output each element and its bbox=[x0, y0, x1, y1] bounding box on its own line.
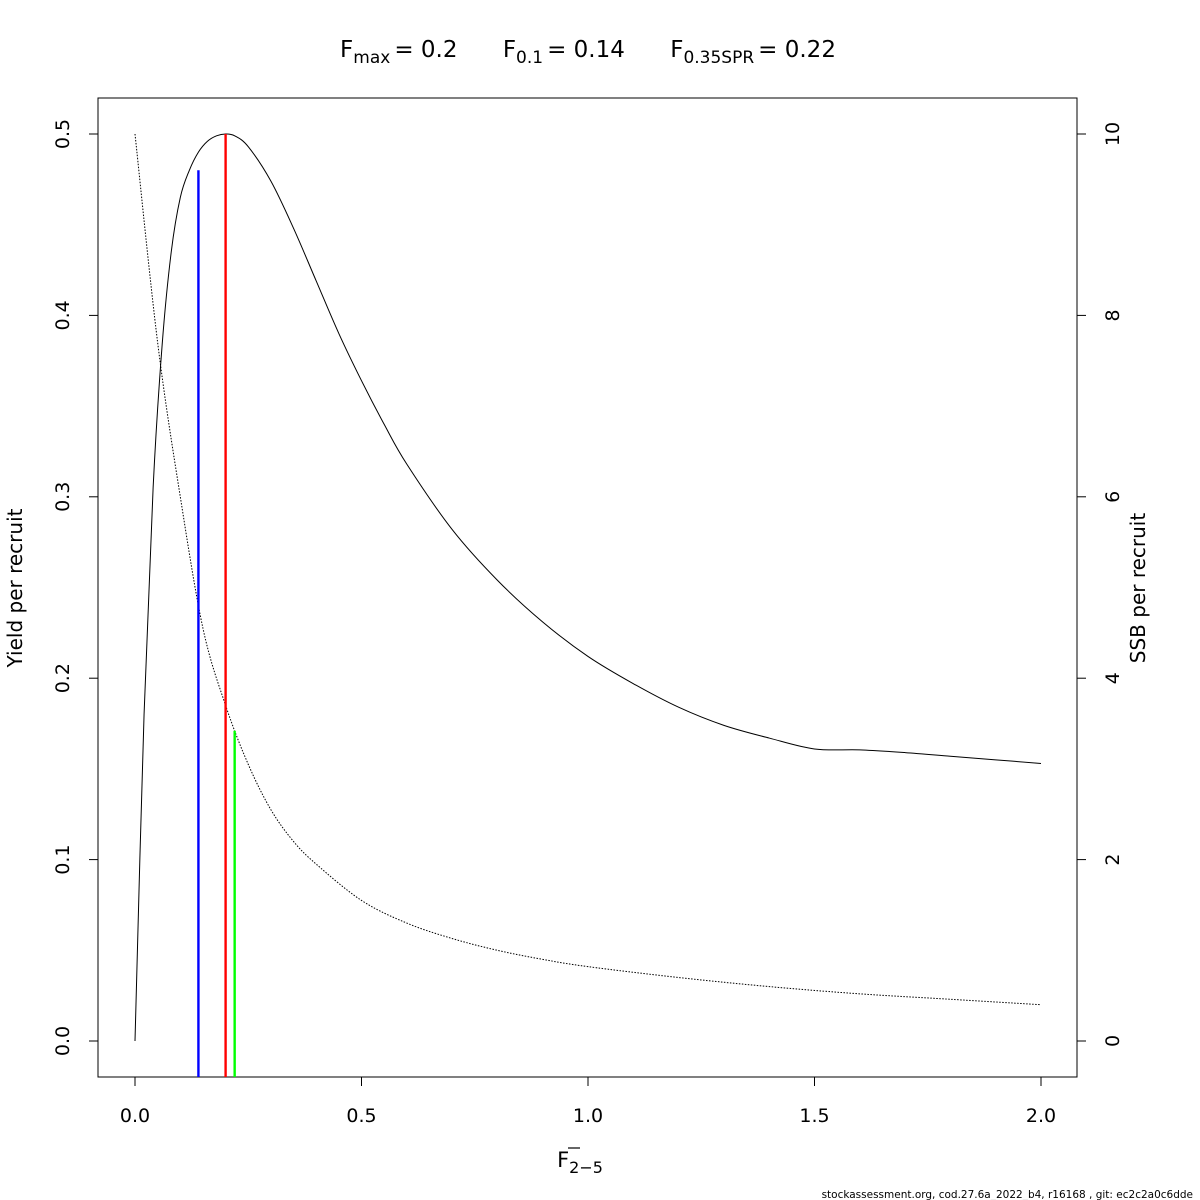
y-right-tick-label: 4 bbox=[1102, 672, 1124, 684]
y-axis-left: 0.0 0.1 0.2 0.3 0.4 0.5 bbox=[52, 119, 98, 1056]
x-tick-label: 1.5 bbox=[799, 1105, 829, 1127]
y-right-tick-label: 8 bbox=[1102, 309, 1124, 321]
ssb-per-recruit-line bbox=[134, 133, 1042, 1006]
x-tick-label: 0.0 bbox=[120, 1105, 150, 1127]
x-tick-label: 1.0 bbox=[573, 1105, 603, 1127]
y-right-tick-label: 0 bbox=[1102, 1035, 1124, 1047]
y-right-tick-label: 2 bbox=[1102, 854, 1124, 866]
x-tick-label: 2.0 bbox=[1026, 1105, 1056, 1127]
y-left-tick-label: 0.0 bbox=[52, 1026, 74, 1056]
yield-per-recruit-line bbox=[134, 133, 1042, 1042]
y-right-tick-label: 10 bbox=[1102, 122, 1124, 146]
y-axis-right: 0 2 4 6 8 10 bbox=[1077, 122, 1124, 1047]
y-axis-right-label: SSB per recruit bbox=[1126, 513, 1150, 664]
x-axis: 0.0 0.5 1.0 1.5 2.0 bbox=[120, 1077, 1056, 1127]
chart-title: Fmax = 0.2 F0.1 = 0.14 F0.35SPR = 0.22 bbox=[340, 37, 836, 68]
footer-note: stockassessment.org, cod.27.6a_2022_b4, … bbox=[822, 1189, 1193, 1200]
y-left-tick-label: 0.4 bbox=[52, 300, 74, 330]
series-layer bbox=[134, 133, 1042, 1042]
x-axis-label: F2−5 bbox=[557, 1148, 603, 1177]
y-left-tick-label: 0.2 bbox=[52, 663, 74, 693]
y-left-tick-label: 0.3 bbox=[52, 482, 74, 512]
reference-lines bbox=[197, 134, 236, 1077]
y-axis-left-label: Yield per recruit bbox=[3, 508, 27, 668]
plot-frame bbox=[97, 97, 1078, 1078]
x-tick-label: 0.5 bbox=[346, 1105, 376, 1127]
y-right-tick-label: 6 bbox=[1102, 491, 1124, 503]
y-left-tick-label: 0.1 bbox=[52, 844, 74, 874]
y-left-tick-label: 0.5 bbox=[52, 119, 74, 149]
